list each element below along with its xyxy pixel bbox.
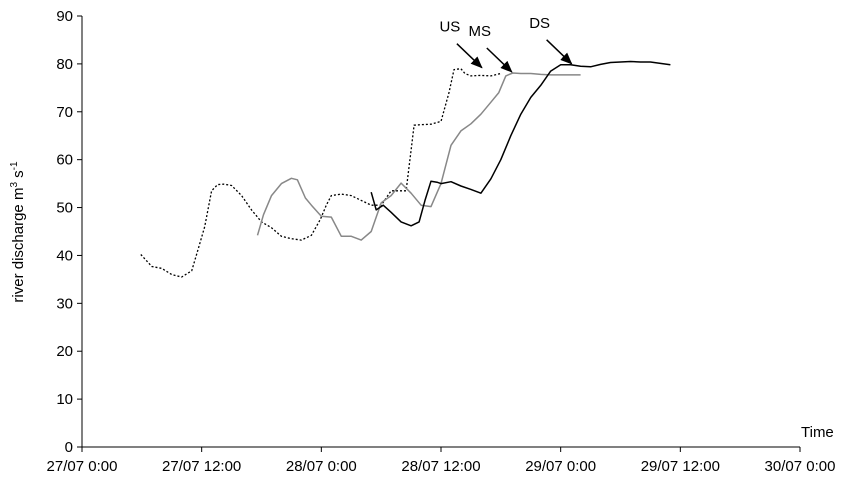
series-line-3	[370, 60, 671, 227]
y-tick-label: 20	[56, 343, 73, 360]
x-tick-label: 28/07 0:00	[286, 458, 357, 475]
x-tick-label: 28/07 12:00	[401, 458, 480, 475]
y-tick-label: 10	[56, 391, 73, 408]
y-tick-label: 90	[56, 8, 73, 25]
annotation-label: DS	[529, 15, 550, 32]
x-tick-label: 30/07 0:00	[765, 458, 836, 475]
y-axis-title-text: river discharge m	[10, 188, 27, 303]
y-axis-title-sup2: -1	[9, 161, 20, 170]
y-axis-ticks: 0 10 20 30 40 50 60 70 80 90	[56, 8, 82, 456]
y-tick-label: 70	[56, 104, 73, 121]
annotation-label: US	[439, 19, 460, 36]
y-axis-title-mid: s	[10, 170, 27, 182]
annotation-label: MS	[469, 23, 492, 40]
x-tick-label: 27/07 0:00	[47, 458, 118, 475]
y-axis-title-sup1: 3	[9, 182, 20, 188]
series-line-1	[140, 68, 501, 278]
y-tick-label: 0	[65, 439, 73, 456]
series-line-2	[256, 72, 581, 241]
x-tick-label: 29/07 12:00	[641, 458, 720, 475]
annotation-arrow	[486, 47, 513, 73]
y-tick-label: 40	[56, 247, 73, 264]
y-tick-label: 60	[56, 152, 73, 169]
x-tick-label: 29/07 0:00	[525, 458, 596, 475]
annotation-arrow	[546, 39, 573, 65]
y-tick-label: 30	[56, 295, 73, 312]
annotation-arrow	[456, 43, 483, 69]
x-axis-title: Time	[801, 424, 834, 441]
y-tick-label: 50	[56, 200, 73, 217]
annotations: US MS DS	[439, 15, 573, 73]
x-axis-ticks: 27/07 0:00 27/07 12:00 28/07 0:00 28/07 12:…	[47, 447, 836, 475]
plot-area: 0 10 20 30 40 50 60 70 80 90 27/07 0:00 27/07 12:0…	[47, 8, 836, 475]
x-tick-label: 27/07 12:00	[162, 458, 241, 475]
series-lines	[140, 60, 671, 278]
y-tick-label: 80	[56, 56, 73, 73]
y-axis-title: river discharge m3 s-1	[9, 161, 27, 303]
